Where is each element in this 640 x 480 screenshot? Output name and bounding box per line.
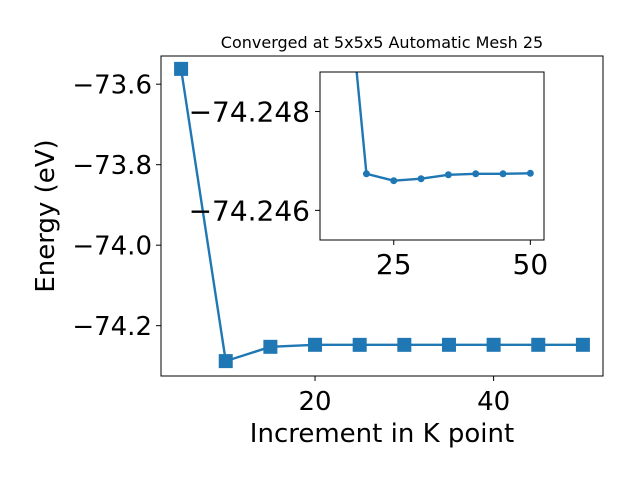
main-data-point <box>308 337 323 352</box>
inset-plot: 25 50 −74.248 −74.246 <box>189 71 548 281</box>
main-x-tick-label: 40 <box>477 387 510 417</box>
main-data-point <box>531 337 546 352</box>
inset-data-point <box>390 177 398 185</box>
main-plot: Converged at 5x5x5 Automatic Mesh 25 20 4… <box>31 33 604 449</box>
main-data-point <box>486 337 501 352</box>
main-series-line <box>179 68 583 363</box>
inset-x-tick-label: 50 <box>513 248 549 281</box>
main-y-tick-label: −74.0 <box>72 232 152 262</box>
inset-data-point <box>417 175 425 183</box>
main-data-point <box>397 337 412 352</box>
inset-data-point <box>472 170 480 178</box>
inset-series-line <box>355 72 531 182</box>
main-x-axis: 20 40 <box>298 376 510 417</box>
inset-data-point <box>444 171 452 179</box>
x-axis-label: Increment in K point <box>250 419 514 449</box>
main-data-point <box>263 339 278 354</box>
main-y-axis: −73.6 −73.8 −74.0 −74.2 <box>72 71 161 342</box>
inset-y-tick-label: −74.246 <box>189 194 310 227</box>
inset-y-axis: −74.248 −74.246 <box>189 96 320 227</box>
main-data-point <box>352 337 367 352</box>
main-x-tick-label: 20 <box>298 387 331 417</box>
chart-title: Converged at 5x5x5 Automatic Mesh 25 <box>221 33 543 52</box>
main-series <box>174 61 590 369</box>
main-data-point <box>174 61 189 76</box>
inset-y-tick-label: −74.248 <box>189 96 310 129</box>
main-data-point <box>575 337 590 352</box>
main-y-tick-label: −74.2 <box>72 312 152 342</box>
inset-x-axis: 25 50 <box>376 240 548 281</box>
y-axis-label: Energy (eV) <box>31 139 61 292</box>
main-data-point <box>218 354 233 369</box>
inset-series <box>355 72 534 185</box>
inset-plot-frame <box>319 71 545 241</box>
inset-data-point <box>526 169 534 177</box>
inset-data-point <box>362 170 370 178</box>
main-plot-frame <box>160 55 604 377</box>
main-y-tick-label: −73.8 <box>72 151 152 181</box>
main-data-point <box>441 337 456 352</box>
main-y-tick-label: −73.6 <box>72 71 152 101</box>
inset-background <box>320 72 544 240</box>
inset-x-tick-label: 25 <box>376 248 412 281</box>
inset-data-point <box>499 170 507 178</box>
